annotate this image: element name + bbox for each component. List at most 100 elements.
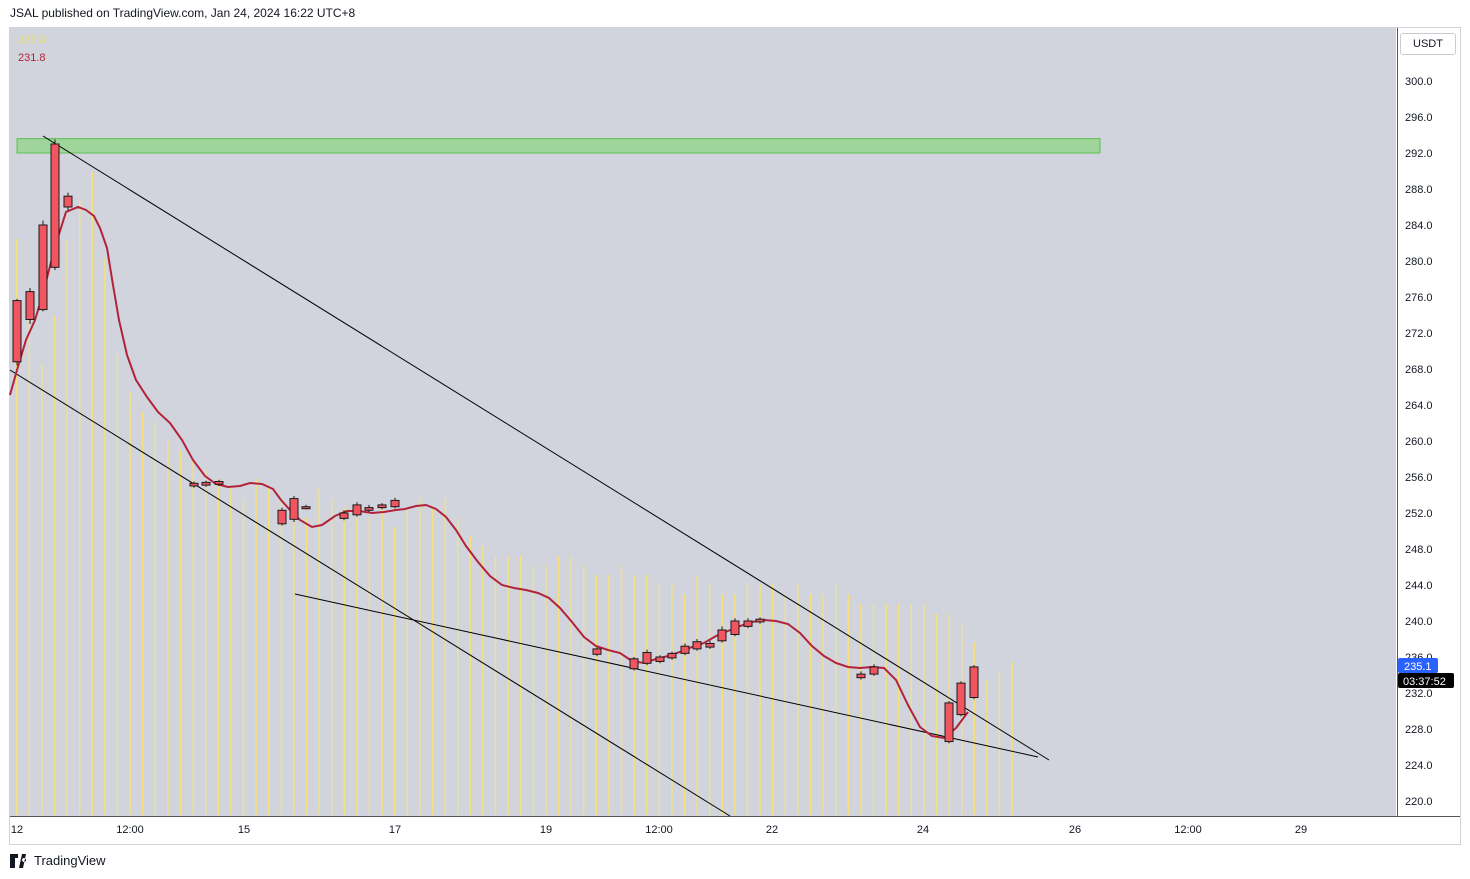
- time-tick-label: 12:00: [1174, 824, 1202, 836]
- volume-bar: [797, 584, 799, 815]
- volume-bar: [683, 594, 686, 815]
- price-tick-label: 300.0: [1405, 76, 1433, 88]
- volume-bar: [709, 584, 711, 815]
- candle: [629, 658, 639, 670]
- volume-bar: [356, 517, 358, 815]
- volume-bar: [305, 517, 308, 815]
- volume-bar: [116, 354, 119, 815]
- candle-countdown: 03:37:52: [1403, 676, 1446, 688]
- price-tick-label: 232.0: [1405, 688, 1433, 700]
- volume-bar: [583, 565, 585, 815]
- time-tick-label: 15: [238, 824, 250, 836]
- tradingview-icon: [10, 853, 27, 868]
- volume-bar: [633, 575, 635, 815]
- volume-bar: [885, 603, 887, 815]
- volume-bar: [230, 488, 232, 815]
- trendline: [42, 135, 1050, 761]
- candle: [301, 506, 311, 510]
- candle: [339, 512, 349, 519]
- time-tick-label: 12:00: [645, 824, 673, 836]
- volume-bar: [835, 584, 837, 815]
- price-tick-label: 252.0: [1405, 508, 1433, 520]
- trendline: [294, 593, 1039, 758]
- candle: [352, 504, 362, 516]
- volume-bar: [179, 450, 182, 815]
- volume-bar: [79, 200, 81, 816]
- candle: [717, 629, 727, 642]
- candle: [214, 481, 224, 485]
- price-tick-label: 264.0: [1405, 400, 1433, 412]
- volume-bar: [16, 239, 18, 815]
- tradingview-logo[interactable]: TradingView: [10, 853, 106, 868]
- volume-bar: [444, 498, 446, 815]
- candle: [642, 652, 652, 664]
- time-tick-label: 22: [766, 824, 778, 836]
- price-tick-label: 240.0: [1405, 616, 1433, 628]
- volume-bar: [28, 306, 30, 815]
- price-tick-label: 248.0: [1405, 544, 1433, 556]
- volume-bar: [53, 315, 56, 815]
- time-tick-label: 19: [540, 824, 552, 836]
- volume-bar: [129, 392, 131, 815]
- volume-bar: [872, 603, 875, 815]
- volume-bar: [494, 555, 497, 815]
- legend-value-yellow: 233.3: [18, 34, 46, 46]
- volume-bar: [784, 594, 786, 815]
- volume-bar: [696, 575, 698, 815]
- volume-bar: [217, 479, 219, 815]
- price-tick-label: 244.0: [1405, 580, 1433, 592]
- volume-bar: [557, 555, 560, 815]
- volume-bar: [545, 565, 547, 815]
- volume-bar: [847, 594, 849, 815]
- volume-bar: [419, 498, 421, 815]
- candle: [201, 481, 211, 486]
- volume-bar: [431, 507, 434, 815]
- price-tick-label: 288.0: [1405, 184, 1433, 196]
- time-axis[interactable]: [10, 816, 1460, 844]
- volume-bar: [986, 680, 988, 815]
- price-tick-label: 256.0: [1405, 472, 1433, 484]
- resistance-zone[interactable]: [16, 138, 1101, 154]
- volume-bar: [671, 584, 673, 815]
- volume-bar: [280, 498, 282, 815]
- volume-bar: [142, 411, 144, 815]
- price-tick-label: 268.0: [1405, 364, 1433, 376]
- volume-bar: [482, 546, 484, 815]
- current-price: 235.1: [1404, 661, 1432, 673]
- plot-area[interactable]: [10, 28, 1396, 816]
- candle: [592, 648, 602, 655]
- candle: [277, 509, 287, 525]
- candle: [969, 666, 979, 699]
- volume-bar: [457, 517, 459, 815]
- price-tick-label: 284.0: [1405, 220, 1433, 232]
- volume-bar: [998, 671, 1001, 815]
- volume-bar: [608, 575, 610, 815]
- candle: [63, 195, 73, 208]
- volume-bar: [973, 642, 975, 815]
- price-tick-label: 276.0: [1405, 292, 1433, 304]
- volume-bars: [16, 171, 1013, 816]
- volume-bar: [1011, 661, 1013, 815]
- currency-button[interactable]: USDT: [1400, 33, 1456, 55]
- publish-caption: JSAL published on TradingView.com, Jan 2…: [10, 6, 356, 20]
- price-tick-label: 296.0: [1405, 112, 1433, 124]
- candle: [289, 498, 299, 520]
- candle: [755, 618, 765, 623]
- price-tick-label: 224.0: [1405, 760, 1433, 772]
- volume-bar: [343, 507, 345, 815]
- volume-bar: [620, 565, 623, 815]
- volume-bar: [469, 536, 471, 815]
- volume-bar: [923, 603, 925, 815]
- volume-bar: [66, 239, 68, 815]
- candle: [667, 652, 677, 659]
- price-tick-label: 260.0: [1405, 436, 1433, 448]
- time-tick-label: 24: [917, 824, 929, 836]
- volume-bar: [595, 575, 597, 815]
- candle: [189, 482, 199, 487]
- time-tick-label: 12: [11, 824, 23, 836]
- volume-bar: [41, 363, 43, 815]
- time-axis-ticks: 12 12:00 15 17 19 12:00 22 24 26 12:00 29: [11, 824, 1307, 836]
- volume-bar: [192, 459, 194, 815]
- volume-bar: [394, 527, 396, 815]
